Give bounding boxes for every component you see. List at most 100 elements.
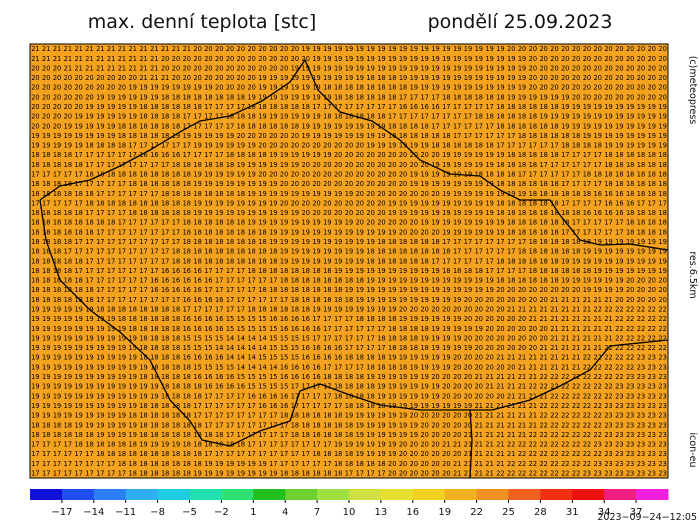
grid-value: 21: [518, 421, 526, 429]
grid-value: 19: [626, 103, 634, 111]
grid-value: 19: [594, 238, 602, 246]
grid-value: 22: [583, 460, 591, 468]
grid-value: 17: [237, 267, 245, 275]
grid-value: 20: [215, 84, 223, 92]
grid-value: 18: [204, 161, 212, 169]
grid-value: 14: [237, 363, 245, 371]
grid-value: 19: [42, 373, 50, 381]
grid-value: 22: [507, 441, 515, 449]
grid-value: 21: [507, 306, 515, 314]
grid-value: 20: [366, 199, 374, 207]
grid-value: 18: [258, 257, 266, 265]
grid-value: 18: [323, 84, 331, 92]
grid-value: 19: [345, 219, 353, 227]
grid-value: 16: [302, 344, 310, 352]
grid-value: 20: [518, 296, 526, 304]
grid-value: 17: [464, 132, 472, 140]
grid-value: 19: [485, 209, 493, 217]
grid-value: 18: [323, 286, 331, 294]
grid-value: 17: [74, 469, 82, 477]
grid-value: 19: [377, 392, 385, 400]
grid-value: 19: [31, 383, 39, 391]
grid-value: 18: [485, 142, 493, 150]
grid-value: 19: [399, 383, 407, 391]
grid-value: 20: [485, 296, 493, 304]
grid-value: 17: [129, 267, 137, 275]
grid-value: 19: [453, 277, 461, 285]
grid-value: 19: [399, 392, 407, 400]
grid-value: 18: [269, 306, 277, 314]
grid-value: 20: [615, 93, 623, 101]
grid-value: 19: [74, 383, 82, 391]
grid-value: 19: [345, 248, 353, 256]
grid-value: 21: [496, 450, 504, 458]
grid-value: 20: [334, 142, 342, 150]
grid-value: 18: [550, 132, 558, 140]
grid-value: 20: [550, 286, 558, 294]
grid-value: 15: [291, 344, 299, 352]
grid-value: 19: [96, 122, 104, 130]
grid-value: 20: [507, 325, 515, 333]
grid-value: 20: [431, 460, 439, 468]
grid-value: 18: [204, 228, 212, 236]
grid-value: 18: [64, 238, 72, 246]
grid-value: 21: [496, 354, 504, 362]
grid-value: 18: [518, 209, 526, 217]
grid-value: 20: [583, 93, 591, 101]
grid-value: 20: [410, 219, 418, 227]
grid-value: 17: [107, 460, 115, 468]
grid-value: 21: [496, 431, 504, 439]
grid-value: 18: [161, 344, 169, 352]
grid-value: 19: [172, 84, 180, 92]
grid-value: 21: [507, 373, 515, 381]
grid-value: 17: [594, 199, 602, 207]
grid-value: 19: [356, 431, 364, 439]
grid-value: 18: [161, 315, 169, 323]
grid-value: 19: [269, 113, 277, 121]
grid-value: 17: [237, 286, 245, 294]
grid-value: 20: [626, 296, 634, 304]
grid-value: 20: [529, 55, 537, 63]
grid-value: 19: [129, 344, 137, 352]
grid-value: 21: [518, 363, 526, 371]
grid-value: 19: [399, 64, 407, 72]
grid-value: 18: [626, 151, 634, 159]
grid-value: 19: [107, 412, 115, 420]
grid-value: 17: [183, 113, 191, 121]
grid-value: 19: [118, 431, 126, 439]
grid-value: 19: [280, 219, 288, 227]
grid-value: 18: [237, 190, 245, 198]
grid-value: 15: [258, 373, 266, 381]
grid-value: 19: [475, 199, 483, 207]
grid-value: 16: [594, 190, 602, 198]
grid-value: 18: [345, 93, 353, 101]
grid-value: 20: [356, 171, 364, 179]
grid-value: 18: [183, 190, 191, 198]
grid-value: 20: [356, 209, 364, 217]
grid-value: 18: [345, 296, 353, 304]
grid-value: 18: [237, 151, 245, 159]
grid-value: 20: [529, 74, 537, 82]
grid-value: 19: [334, 257, 342, 265]
grid-value: 18: [312, 469, 320, 477]
grid-value: 19: [431, 64, 439, 72]
grid-value: 18: [496, 180, 504, 188]
grid-value: 22: [539, 431, 547, 439]
grid-value: 18: [334, 421, 342, 429]
grid-value: 18: [345, 383, 353, 391]
grid-value: 21: [539, 354, 547, 362]
grid-value: 20: [399, 306, 407, 314]
grid-value: 16: [193, 286, 201, 294]
grid-value: 16: [161, 277, 169, 285]
grid-value: 17: [345, 344, 353, 352]
grid-value: 23: [658, 412, 666, 420]
grid-value: 18: [183, 421, 191, 429]
grid-value: 18: [150, 460, 158, 468]
grid-value: 18: [356, 93, 364, 101]
grid-value: 19: [464, 151, 472, 159]
grid-value: 18: [161, 325, 169, 333]
grid-value: 18: [269, 122, 277, 130]
grid-value: 19: [42, 132, 50, 140]
grid-value: 21: [550, 315, 558, 323]
grid-value: 20: [366, 161, 374, 169]
